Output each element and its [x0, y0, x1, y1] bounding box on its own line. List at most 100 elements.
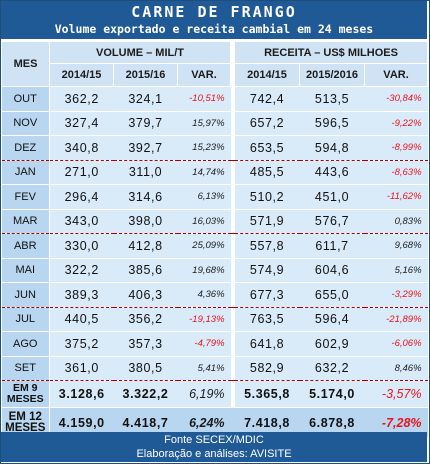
receita-variation: 5,16%: [364, 258, 428, 283]
receita-2014-15: 582,9: [234, 356, 300, 381]
volume-2015-16: 314,6: [113, 184, 178, 210]
header-volume-group: VOLUME – MIL/T: [48, 41, 232, 64]
volume-2015-16: 379,7: [113, 111, 178, 136]
table-row: SET 361,0 380,5 5,41% 582,9 632,2 8,46%: [1, 356, 428, 381]
volume-2015-16: 412,8: [113, 233, 178, 259]
receita-variation: 9,68%: [364, 233, 428, 259]
column-separator: [230, 184, 235, 210]
receita-2014-15: 5.365,8: [234, 380, 300, 408]
footer-source: Fonte SECEX/MDIC: [164, 434, 264, 446]
total-row: EM 9 MESES 3.128,6 3.322,2 6,19% 5.365,8 5.17…: [1, 380, 428, 408]
column-separator: [230, 380, 235, 408]
volume-2015-16: 357,3: [113, 331, 178, 357]
header-vol-2014-15: 2014/15: [49, 63, 114, 87]
table-row: MAR 343,0 398,0 16,03% 571,9 576,7 0,83%: [1, 209, 428, 234]
volume-2014-15: 322,2: [49, 258, 114, 283]
receita-variation: 0,83%: [364, 209, 428, 234]
month-label: MAI: [1, 258, 50, 283]
receita-2015-2016: 594,8: [299, 135, 365, 161]
receita-2014-15: 571,9: [234, 209, 300, 234]
volume-variation: 5,41%: [177, 356, 231, 381]
volume-variation: 25,09%: [177, 233, 231, 259]
month-label: FEV: [1, 184, 50, 210]
table-row: JUL 440,5 356,2 -19,13% 763,5 596,4 -21,89%: [1, 307, 428, 332]
table-row: NOV 327,4 379,7 15,97% 657,2 596,5 -9,22%: [1, 111, 428, 136]
title-bar: CARNE DE FRANGO Volume exportado e recei…: [1, 1, 427, 39]
column-separator: [230, 86, 235, 112]
receita-2015-2016: 604,6: [299, 258, 365, 283]
footer-credits: Elaboração e análises: AVISITE: [136, 448, 292, 460]
volume-variation: 15,23%: [177, 135, 231, 161]
table-row: AGO 375,2 357,3 -4,79% 641,8 602,9 -6,06%: [1, 331, 428, 357]
month-label: SET: [1, 356, 50, 381]
volume-variation: 6,19%: [177, 380, 231, 408]
volume-2015-16: 3.322,2: [113, 380, 178, 408]
volume-2014-15: 375,2: [49, 331, 114, 357]
page-title: CARNE DE FRANGO: [131, 3, 297, 21]
volume-variation: 6,13%: [177, 184, 231, 210]
receita-2014-15: 485,5: [234, 160, 300, 185]
receita-2015-2016: 632,2: [299, 356, 365, 381]
month-label: MAR: [1, 209, 50, 234]
column-separator: [230, 233, 235, 259]
receita-variation: -9,22%: [364, 111, 428, 136]
receita-variation: -8,99%: [364, 135, 428, 161]
column-separator: [230, 356, 235, 381]
receita-2014-15: 641,8: [234, 331, 300, 357]
receita-2014-15: 763,5: [234, 307, 300, 332]
receita-variation: -3,29%: [364, 282, 428, 308]
month-label: ABR: [1, 233, 50, 259]
receita-2014-15: 574,9: [234, 258, 300, 283]
footer: Fonte SECEX/MDIC Elaboração e análises: …: [1, 432, 427, 462]
month-label: DEZ: [1, 135, 50, 161]
volume-variation: -4,79%: [177, 331, 231, 357]
table-row: DEZ 340,8 392,7 15,23% 653,5 594,8 -8,99%: [1, 135, 428, 161]
volume-2014-15: 296,4: [49, 184, 114, 210]
volume-2014-15: 340,8: [49, 135, 114, 161]
column-separator: [230, 331, 235, 357]
receita-2015-2016: 602,9: [299, 331, 365, 357]
table-body: OUT 362,2 324,1 -10,51% 742,4 513,5 -30,84% NOV…: [1, 86, 428, 438]
volume-variation: -10,51%: [177, 86, 231, 112]
table-row: JAN 271,0 311,0 14,74% 485,5 443,6 -8,63%: [1, 160, 428, 185]
receita-2015-2016: 443,6: [299, 160, 365, 185]
volume-2014-15: 361,0: [49, 356, 114, 381]
receita-2015-2016: 576,7: [299, 209, 365, 234]
data-table: MES VOLUME – MIL/T RECEITA – US$ MILHOES…: [1, 41, 429, 438]
volume-variation: 14,74%: [177, 160, 231, 185]
receita-2015-2016: 596,4: [299, 307, 365, 332]
header-receita-group: RECEITA – US$ MILHOES: [234, 41, 429, 64]
receita-2015-2016: 5.174,0: [299, 380, 365, 408]
table-row: JUN 389,3 406,3 4,36% 677,3 655,0 -3,29%: [1, 282, 428, 308]
receita-variation: -21,89%: [364, 307, 428, 332]
column-separator: [230, 135, 235, 161]
receita-2015-2016: 655,0: [299, 282, 365, 308]
header-rec-var: VAR.: [364, 63, 429, 87]
column-separator: [230, 160, 235, 185]
column-separator: [230, 111, 235, 136]
receita-variation: -11,62%: [364, 184, 428, 210]
table-row: FEV 296,4 314,6 6,13% 510,2 451,0 -11,62%: [1, 184, 428, 210]
receita-2014-15: 677,3: [234, 282, 300, 308]
volume-variation: -19,13%: [177, 307, 231, 332]
header-rec-2015-2016: 2015/2016: [299, 63, 366, 87]
receita-variation: -6,06%: [364, 331, 428, 357]
month-label: EM 9 MESES: [1, 380, 50, 408]
volume-2014-15: 271,0: [49, 160, 114, 185]
volume-2015-16: 356,2: [113, 307, 178, 332]
volume-2014-15: 327,4: [49, 111, 114, 136]
receita-variation: 8,46%: [364, 356, 428, 381]
volume-2015-16: 398,0: [113, 209, 178, 234]
month-label: JAN: [1, 160, 50, 185]
volume-variation: 19,68%: [177, 258, 231, 283]
header-vol-var: VAR.: [176, 63, 232, 87]
page-subtitle: Volume exportado e receita cambial em 24…: [54, 22, 374, 36]
header-vol-2015-16: 2015/16: [113, 63, 178, 87]
volume-2014-15: 362,2: [49, 86, 114, 112]
month-label: NOV: [1, 111, 50, 136]
receita-variation: -30,84%: [364, 86, 428, 112]
month-label: JUL: [1, 307, 50, 332]
header-mes: MES: [1, 41, 50, 87]
volume-2014-15: 440,5: [49, 307, 114, 332]
volume-2015-16: 392,7: [113, 135, 178, 161]
